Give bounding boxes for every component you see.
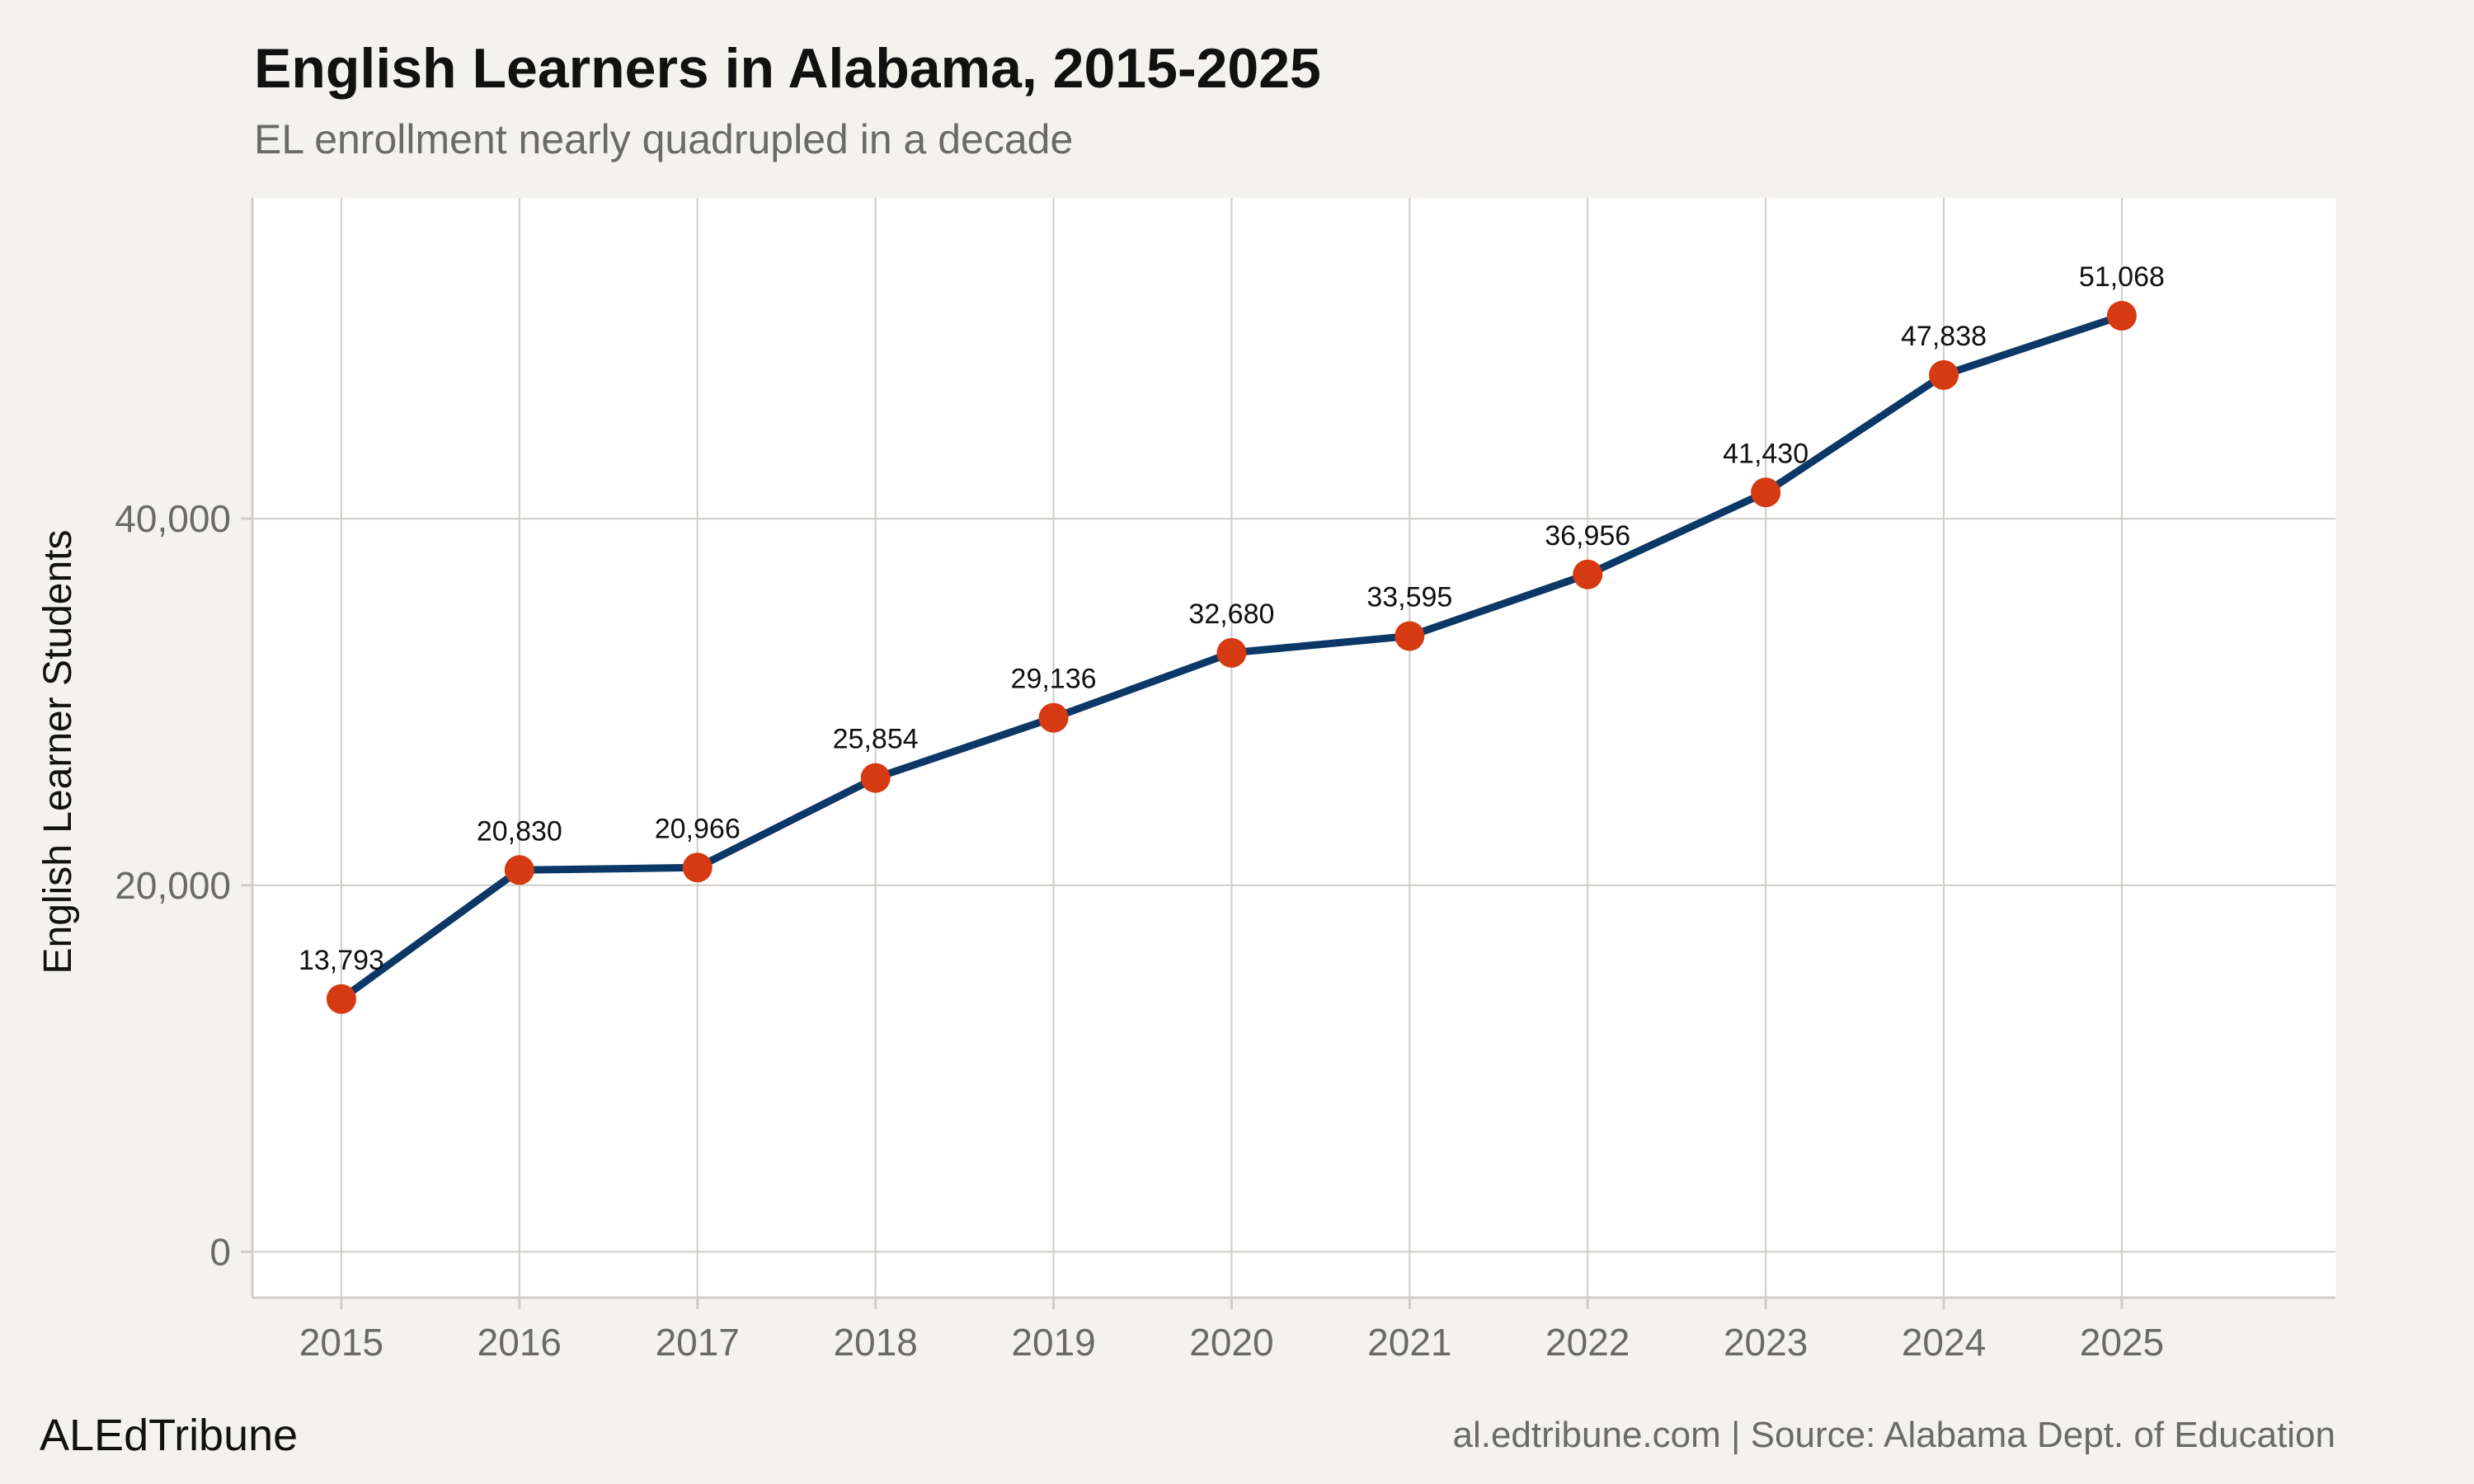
data-points: [326, 301, 2137, 1014]
data-label-2018: 25,854: [833, 724, 919, 755]
data-point-2019: [1038, 702, 1069, 733]
data-point-2018: [860, 763, 891, 793]
data-point-2023: [1751, 477, 1781, 508]
chart-title: English Learners in Alabama, 2015-2025: [254, 37, 1321, 100]
x-tick-label-10: 2025: [2080, 1321, 2164, 1364]
data-label-2016: 20,830: [477, 815, 562, 847]
y-tick-labels: 0 20,000 40,000: [115, 497, 231, 1273]
grid-lines: [252, 198, 2335, 1298]
data-point-2025: [2106, 301, 2137, 331]
data-point-2021: [1395, 621, 1425, 651]
brand-logo-text: ALEdTribune: [40, 1411, 299, 1460]
chart-subtitle: EL enrollment nearly quadrupled in a dec…: [254, 116, 1074, 162]
x-tick-label-4: 2019: [1011, 1321, 1095, 1364]
x-tick-label-6: 2021: [1367, 1321, 1451, 1364]
x-tick-label-7: 2022: [1545, 1321, 1630, 1364]
data-label-2025: 51,068: [2079, 261, 2165, 293]
data-label-2023: 41,430: [1723, 438, 1808, 469]
x-tick-label-5: 2020: [1189, 1321, 1273, 1364]
source-note: al.edtribune.com | Source: Alabama Dept.…: [1452, 1415, 2335, 1455]
data-label-2017: 20,966: [655, 813, 741, 844]
x-tick-labels: 2015 2016 2017 2018 2019 2020 2021 2022 2023 2024…: [299, 1321, 2164, 1364]
data-point-2016: [504, 855, 534, 885]
data-label-2019: 29,136: [1011, 664, 1097, 695]
data-label-2015: 13,793: [299, 945, 384, 976]
x-tick-label-9: 2024: [1902, 1321, 1986, 1364]
data-point-2017: [682, 852, 713, 883]
data-label-2022: 36,956: [1545, 520, 1630, 552]
y-tick-label-0: 0: [209, 1230, 231, 1273]
data-point-2015: [326, 984, 356, 1014]
data-point-2020: [1216, 637, 1247, 668]
plot-panel: [252, 198, 2335, 1298]
x-tick-label-3: 2018: [833, 1321, 917, 1364]
x-tick-label-8: 2023: [1724, 1321, 1808, 1364]
y-axis-label: English Learner Students: [36, 529, 80, 974]
axes: [241, 198, 2335, 1309]
data-labels: 13,793 20,830 20,966 25,854 29,136 32,680 33,5…: [299, 261, 2165, 976]
data-label-2024: 47,838: [1901, 321, 1987, 352]
data-label-2020: 32,680: [1188, 599, 1274, 630]
y-tick-label-2: 40,000: [115, 497, 231, 540]
x-tick-label-2: 2017: [656, 1321, 740, 1364]
data-point-2024: [1929, 359, 1959, 390]
data-label-2021: 33,595: [1366, 581, 1452, 613]
x-tick-label-0: 2015: [299, 1321, 383, 1364]
y-tick-label-1: 20,000: [115, 864, 231, 907]
data-point-2022: [1573, 559, 1603, 589]
x-tick-label-1: 2016: [477, 1321, 562, 1364]
